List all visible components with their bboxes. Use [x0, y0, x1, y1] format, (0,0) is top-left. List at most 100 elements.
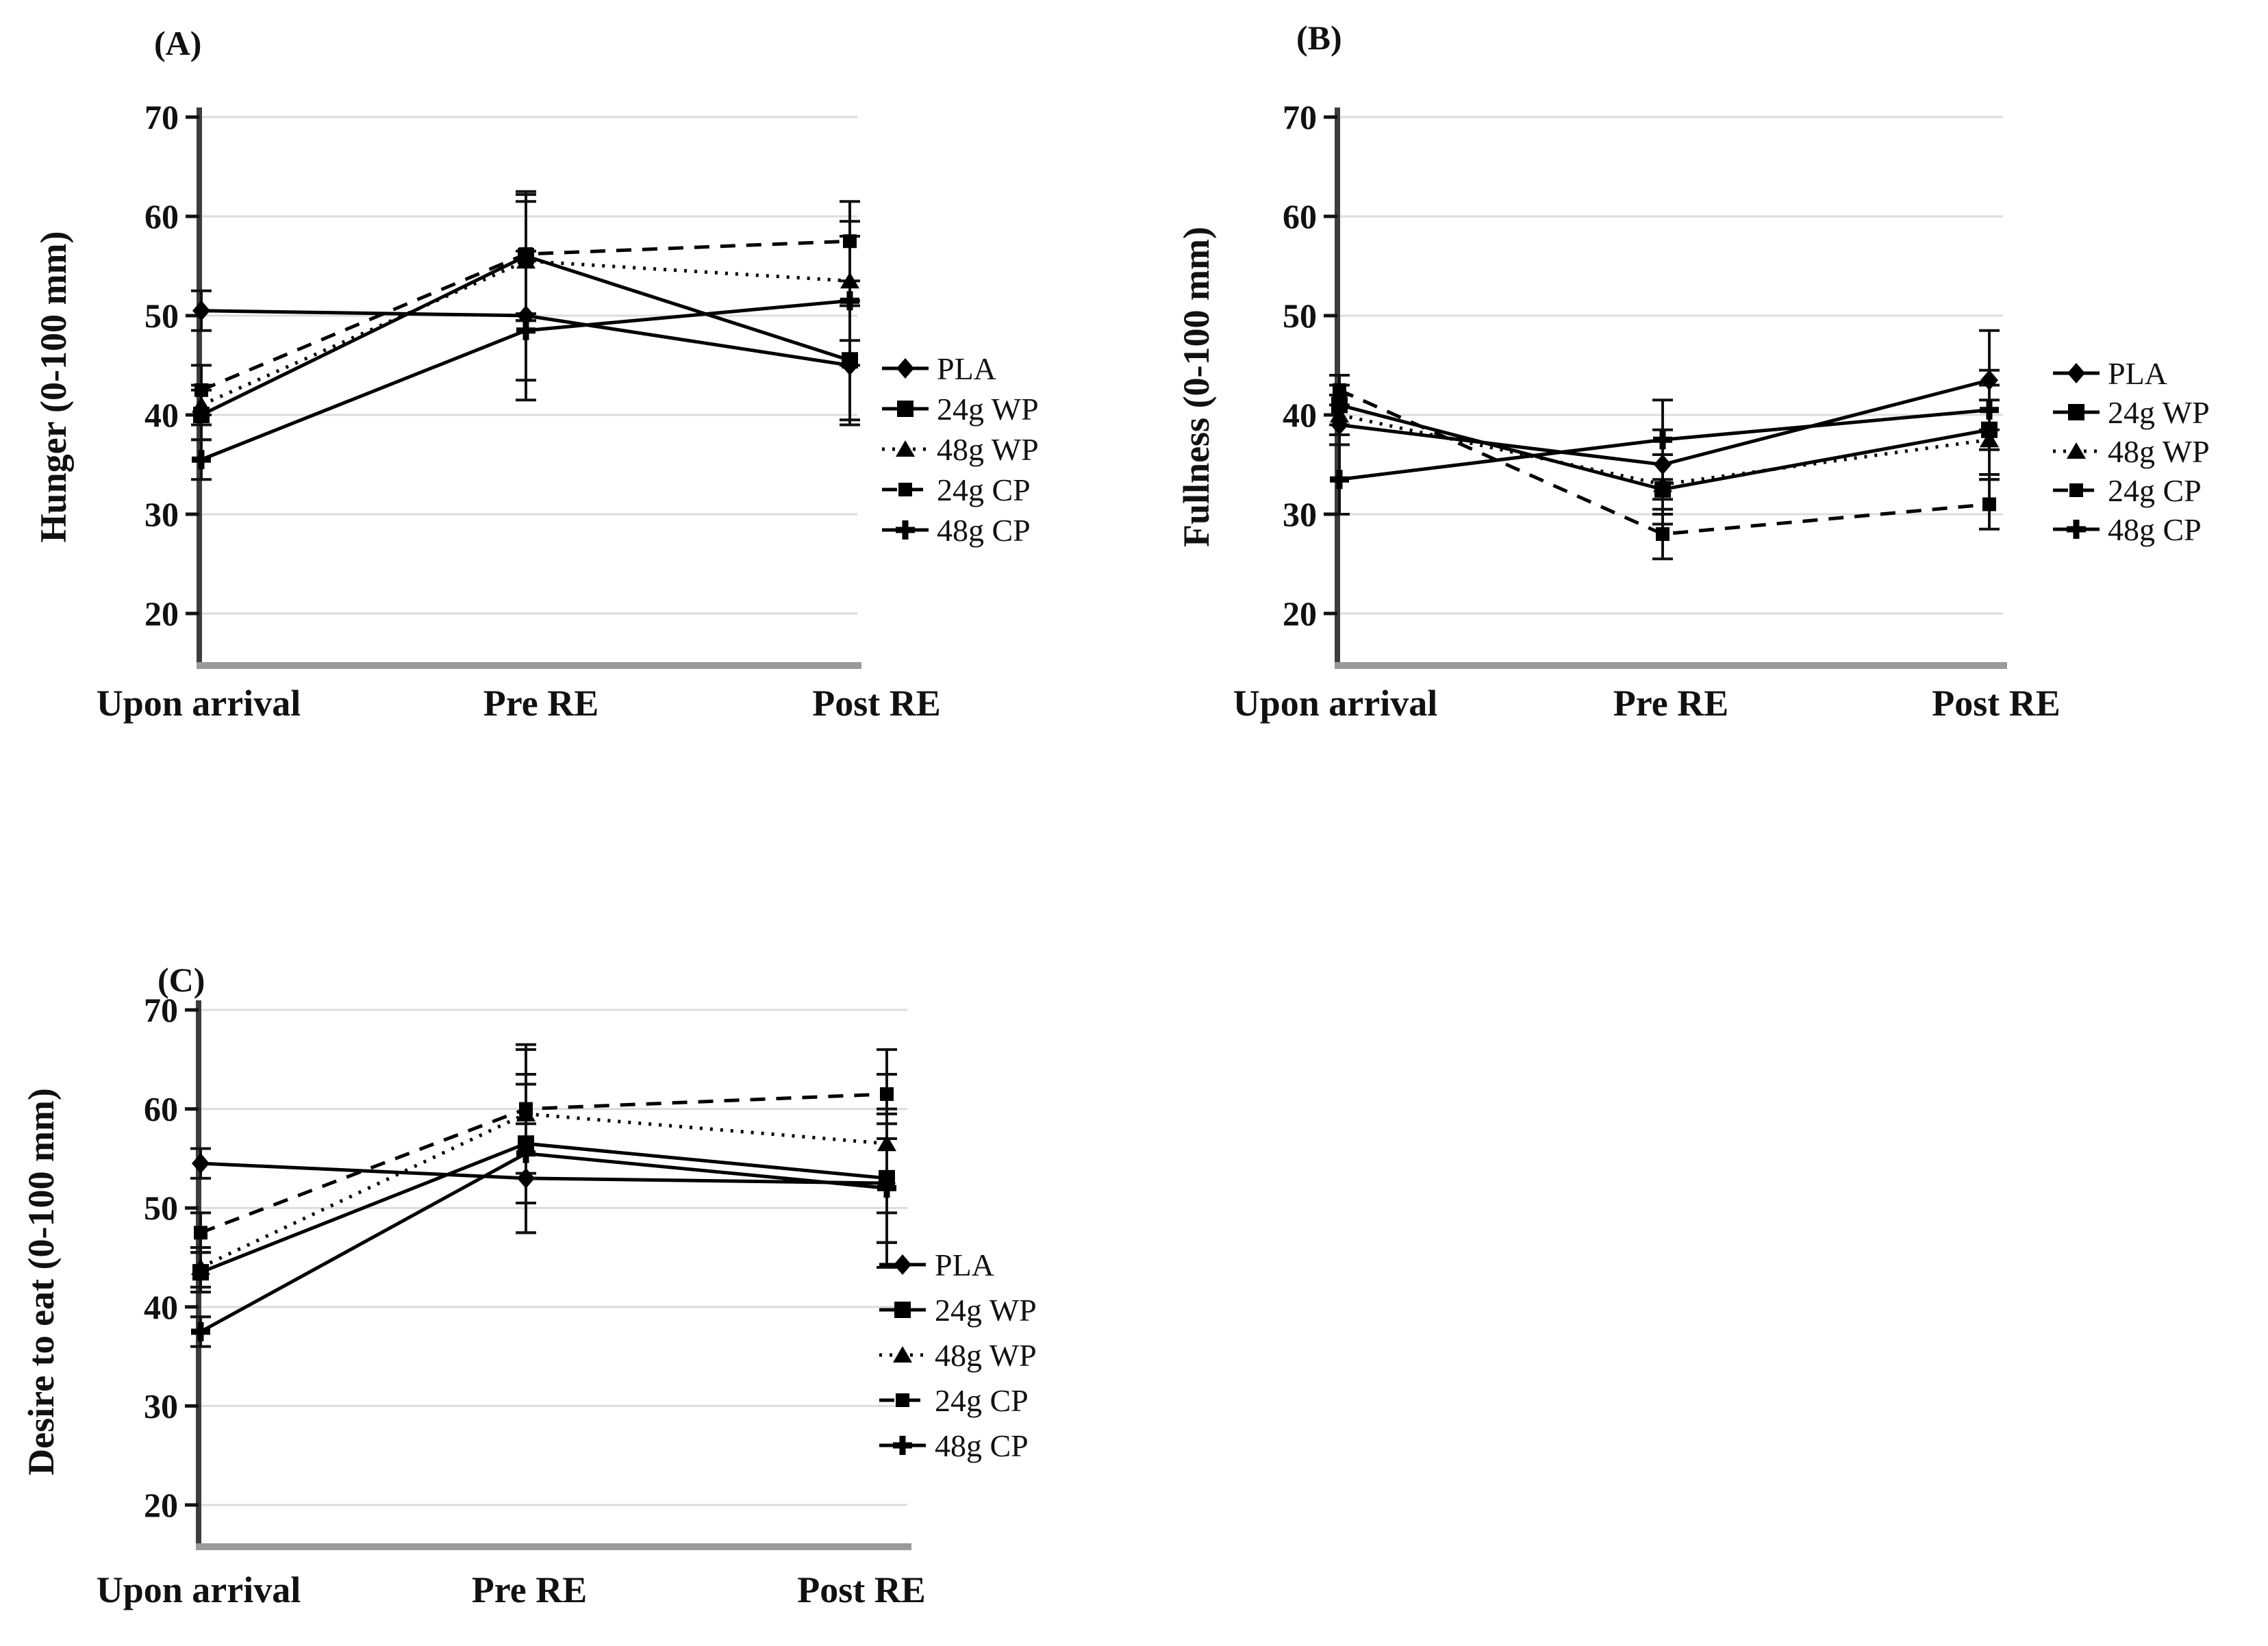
legend-item: 48g WP	[879, 1338, 1037, 1373]
series-line	[1339, 413, 1990, 487]
plus-marker	[191, 1321, 210, 1341]
series-markers-24g-cp	[194, 1087, 894, 1240]
y-tick-label: 40	[1283, 396, 1317, 434]
y-tick-label: 30	[144, 1387, 178, 1425]
series-line	[200, 1161, 887, 1185]
y-axis-title: Fullness (0-100 mm)	[1176, 227, 1217, 547]
y-tick-label: 70	[144, 991, 178, 1029]
y-axis-title: Hunger (0-100 mm)	[33, 231, 74, 543]
x-category-label: Post RE	[797, 1569, 926, 1610]
y-tick-label: 50	[1283, 296, 1317, 335]
plus-marker	[516, 1143, 536, 1163]
y-tick-label: 20	[144, 594, 179, 633]
plus-marker	[1980, 400, 1999, 420]
legend-item: 48g CP	[879, 1428, 1029, 1463]
diamond-marker	[192, 1153, 210, 1174]
legend-item: 48g CP	[2053, 512, 2202, 547]
legend: PLA 24g WP 48g WP 24g CP 48g CP	[882, 351, 1039, 548]
y-tick-label: 60	[144, 1090, 178, 1128]
x-category-label: Post RE	[812, 683, 941, 724]
legend-item: 24g CP	[879, 1383, 1029, 1418]
legend-item: 24g WP	[882, 392, 1039, 427]
series-48g-cp	[191, 235, 860, 481]
series-markers-24g-cp	[1333, 383, 1996, 541]
legend-label: 48g CP	[937, 513, 1031, 548]
legend-item: 24g WP	[2053, 395, 2210, 430]
small-square-marker	[519, 247, 533, 262]
x-category-label: Pre RE	[472, 1569, 587, 1610]
triangle-marker	[191, 1258, 210, 1275]
series-24g-wp	[190, 1082, 897, 1294]
legend-label: PLA	[935, 1248, 994, 1282]
series-markers-24g-cp	[194, 234, 857, 397]
panel-B: 20 30 40 50 60 70 Upon arrival Pre RE Post RE (B)…	[1176, 18, 2210, 724]
small-square-marker	[1656, 527, 1670, 541]
small-square-marker	[896, 1393, 909, 1407]
square-marker	[2068, 404, 2084, 420]
y-tick-label: 20	[1283, 594, 1317, 633]
diamond-marker	[1654, 454, 1672, 475]
x-category-label: Pre RE	[483, 683, 598, 724]
y-tick-label: 70	[144, 98, 179, 136]
series-markers-48g-cp	[1330, 400, 1999, 490]
y-tick-label: 60	[144, 197, 179, 236]
small-square-marker	[1333, 383, 1346, 397]
panel-letter: (A)	[154, 24, 201, 62]
plus-marker	[840, 291, 859, 311]
series-markers-48g-wp	[191, 1104, 896, 1275]
y-tick-label: 40	[144, 1288, 178, 1326]
x-category-label: Upon arrival	[97, 683, 301, 724]
diamond-marker	[517, 1167, 535, 1189]
legend-item: PLA	[882, 351, 996, 386]
triangle-marker	[840, 272, 859, 289]
x-category-label: Pre RE	[1613, 683, 1728, 724]
plus-marker	[896, 520, 915, 540]
series-line	[1339, 378, 1990, 467]
y-tick-label: 70	[1283, 98, 1317, 136]
y-tick-label: 40	[144, 396, 179, 434]
legend-label: 24g WP	[937, 392, 1039, 427]
diamond-marker	[2067, 363, 2085, 383]
y-tick-label: 30	[144, 495, 179, 533]
legend-label: 24g WP	[2108, 395, 2210, 430]
diamond-marker	[896, 358, 914, 379]
legend: PLA 24g WP 48g WP 24g CP 48g CP	[2053, 356, 2210, 547]
series-markers-24g-wp	[1331, 396, 1998, 498]
y-tick-label: 30	[1283, 495, 1317, 533]
plus-marker	[1653, 430, 1672, 450]
plus-marker	[877, 1178, 896, 1198]
small-square-marker	[1982, 497, 1996, 511]
series-pla	[190, 1122, 897, 1244]
legend-item: PLA	[879, 1248, 994, 1282]
y-tick-label: 50	[144, 1189, 178, 1227]
small-square-marker	[880, 1087, 894, 1101]
triangle-marker	[192, 396, 211, 413]
legend-label: 48g WP	[2108, 434, 2210, 469]
plus-marker	[2067, 520, 2086, 539]
legend-label: 48g CP	[935, 1428, 1029, 1463]
triangle-marker	[2067, 442, 2086, 459]
diamond-marker	[517, 305, 535, 326]
legend-label: 24g WP	[935, 1293, 1037, 1328]
y-axis-title: Desire to eat (0-100 mm)	[21, 1088, 62, 1476]
legend-label: 48g CP	[2108, 512, 2202, 547]
small-square-marker	[898, 483, 912, 496]
small-square-marker	[843, 234, 857, 249]
diamond-marker	[192, 300, 210, 321]
series-markers-48g-wp	[1330, 406, 1999, 492]
x-category-label: Post RE	[1932, 683, 2061, 724]
y-tick-label: 20	[144, 1486, 178, 1524]
y-tick-label: 60	[1283, 197, 1317, 236]
legend-item: PLA	[2053, 356, 2167, 391]
series-markers-48g-cp	[191, 1143, 896, 1341]
small-square-marker	[2069, 483, 2083, 497]
series-48g-cp	[190, 1072, 897, 1348]
triangle-marker	[1653, 475, 1672, 492]
legend-label: PLA	[937, 351, 996, 386]
triangle-marker	[896, 440, 915, 457]
triangle-marker	[1330, 406, 1349, 422]
legend-label: 24g CP	[2108, 473, 2202, 508]
y-tick-label: 50	[144, 296, 179, 335]
